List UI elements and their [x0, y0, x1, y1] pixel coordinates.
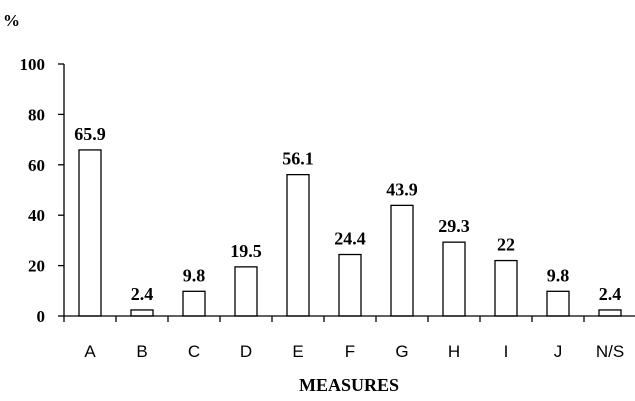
y-tick-label: 20: [28, 257, 45, 276]
data-label: 9.8: [547, 265, 570, 285]
x-tick-label: E: [292, 342, 303, 361]
data-label: 29.3: [438, 216, 470, 236]
bar-c: [182, 290, 206, 317]
data-label: 2.4: [131, 284, 154, 304]
bar-e: [286, 173, 310, 317]
data-label: 56.1: [282, 149, 314, 169]
bar-i: [494, 259, 518, 317]
data-label: 24.4: [334, 229, 366, 249]
bar-b: [130, 309, 154, 317]
bar-d: [234, 266, 258, 317]
bar-h: [442, 241, 466, 317]
x-tick-label: H: [448, 342, 460, 361]
x-axis-title: MEASURES: [299, 375, 399, 395]
data-label: 43.9: [386, 179, 418, 199]
y-tick-label: 60: [28, 156, 45, 175]
x-tick-label: F: [345, 342, 355, 361]
y-axis-unit-label: %: [3, 11, 20, 30]
data-labels: 65.9 2.4 9.8 19.5 56.1 24.4 43.9 29.3 22 9.8 2.4: [74, 124, 621, 304]
y-tick-label: 0: [37, 307, 46, 326]
y-tick-label: 100: [20, 55, 46, 74]
bar-g: [390, 204, 414, 317]
data-label: 9.8: [183, 265, 206, 285]
axes: [58, 63, 635, 322]
bars: [78, 149, 622, 317]
y-tick-label: 40: [28, 206, 45, 225]
data-label: 2.4: [599, 284, 622, 304]
bar-j: [546, 290, 570, 317]
x-tick-label: I: [504, 342, 509, 361]
bar-f: [338, 253, 362, 317]
data-label: 22: [497, 235, 515, 255]
x-axis-ticks: A B C D E F G H I J N/S: [84, 342, 624, 361]
x-tick-label: N/S: [596, 342, 624, 361]
bar-ns: [598, 309, 622, 317]
y-tick-label: 80: [28, 105, 45, 124]
x-tick-label: G: [395, 342, 408, 361]
data-label: 19.5: [230, 241, 262, 261]
x-tick-label: J: [554, 342, 563, 361]
y-axis-ticks: 0 20 40 60 80 100: [20, 55, 46, 326]
x-tick-label: B: [136, 342, 147, 361]
x-tick-label: D: [240, 342, 252, 361]
data-label: 65.9: [74, 124, 106, 144]
x-tick-label: C: [188, 342, 200, 361]
bar-a: [78, 149, 102, 317]
x-tick-label: A: [84, 342, 96, 361]
